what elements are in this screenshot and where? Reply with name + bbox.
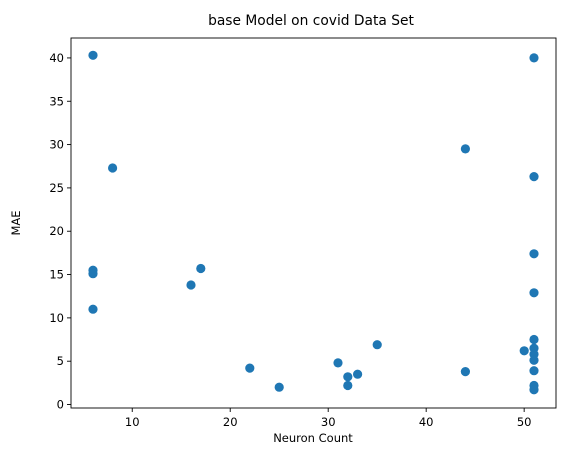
data-point [88, 269, 98, 279]
data-point [186, 280, 196, 290]
data-point [519, 346, 529, 356]
y-tick-label: 0 [57, 398, 64, 412]
data-point [245, 363, 255, 373]
data-point [460, 144, 470, 154]
y-tick-label: 10 [49, 311, 64, 325]
data-point [372, 340, 382, 350]
data-point [333, 358, 343, 368]
data-point [108, 163, 118, 173]
x-axis-label: Neuron Count [273, 431, 353, 445]
plot-frame [70, 37, 557, 409]
data-point [88, 304, 98, 314]
chart-title: base Model on covid Data Set [208, 13, 414, 29]
data-point [529, 355, 539, 365]
x-axis-ticks: 10 20 30 40 50 [125, 408, 532, 429]
y-tick-label: 20 [49, 224, 64, 238]
data-point [343, 372, 353, 382]
data-point [529, 288, 539, 298]
data-point [196, 263, 206, 274]
data-point [529, 172, 539, 182]
data-point [274, 382, 284, 392]
y-axis-ticks: 0 5 10 15 20 25 30 35 40 [49, 51, 71, 412]
y-tick-label: 25 [49, 181, 64, 195]
y-tick-label: 40 [49, 51, 64, 65]
x-tick-label: 50 [517, 415, 532, 429]
plot-points [88, 50, 539, 395]
data-point [353, 369, 363, 379]
y-tick-label: 15 [49, 268, 64, 282]
x-tick-label: 20 [223, 415, 238, 429]
data-point [529, 249, 539, 259]
x-tick-label: 10 [125, 415, 140, 429]
y-tick-label: 30 [49, 138, 64, 152]
data-point [529, 366, 539, 376]
data-point [460, 367, 470, 377]
x-tick-label: 30 [321, 415, 336, 429]
data-point [343, 380, 353, 391]
x-tick-label: 40 [419, 415, 434, 429]
y-tick-label: 5 [57, 354, 64, 368]
data-point [88, 50, 98, 60]
y-axis-label: MAE [9, 210, 23, 235]
data-point [529, 385, 539, 395]
y-tick-label: 35 [49, 94, 64, 108]
data-point [529, 53, 539, 63]
data-point [529, 334, 539, 345]
